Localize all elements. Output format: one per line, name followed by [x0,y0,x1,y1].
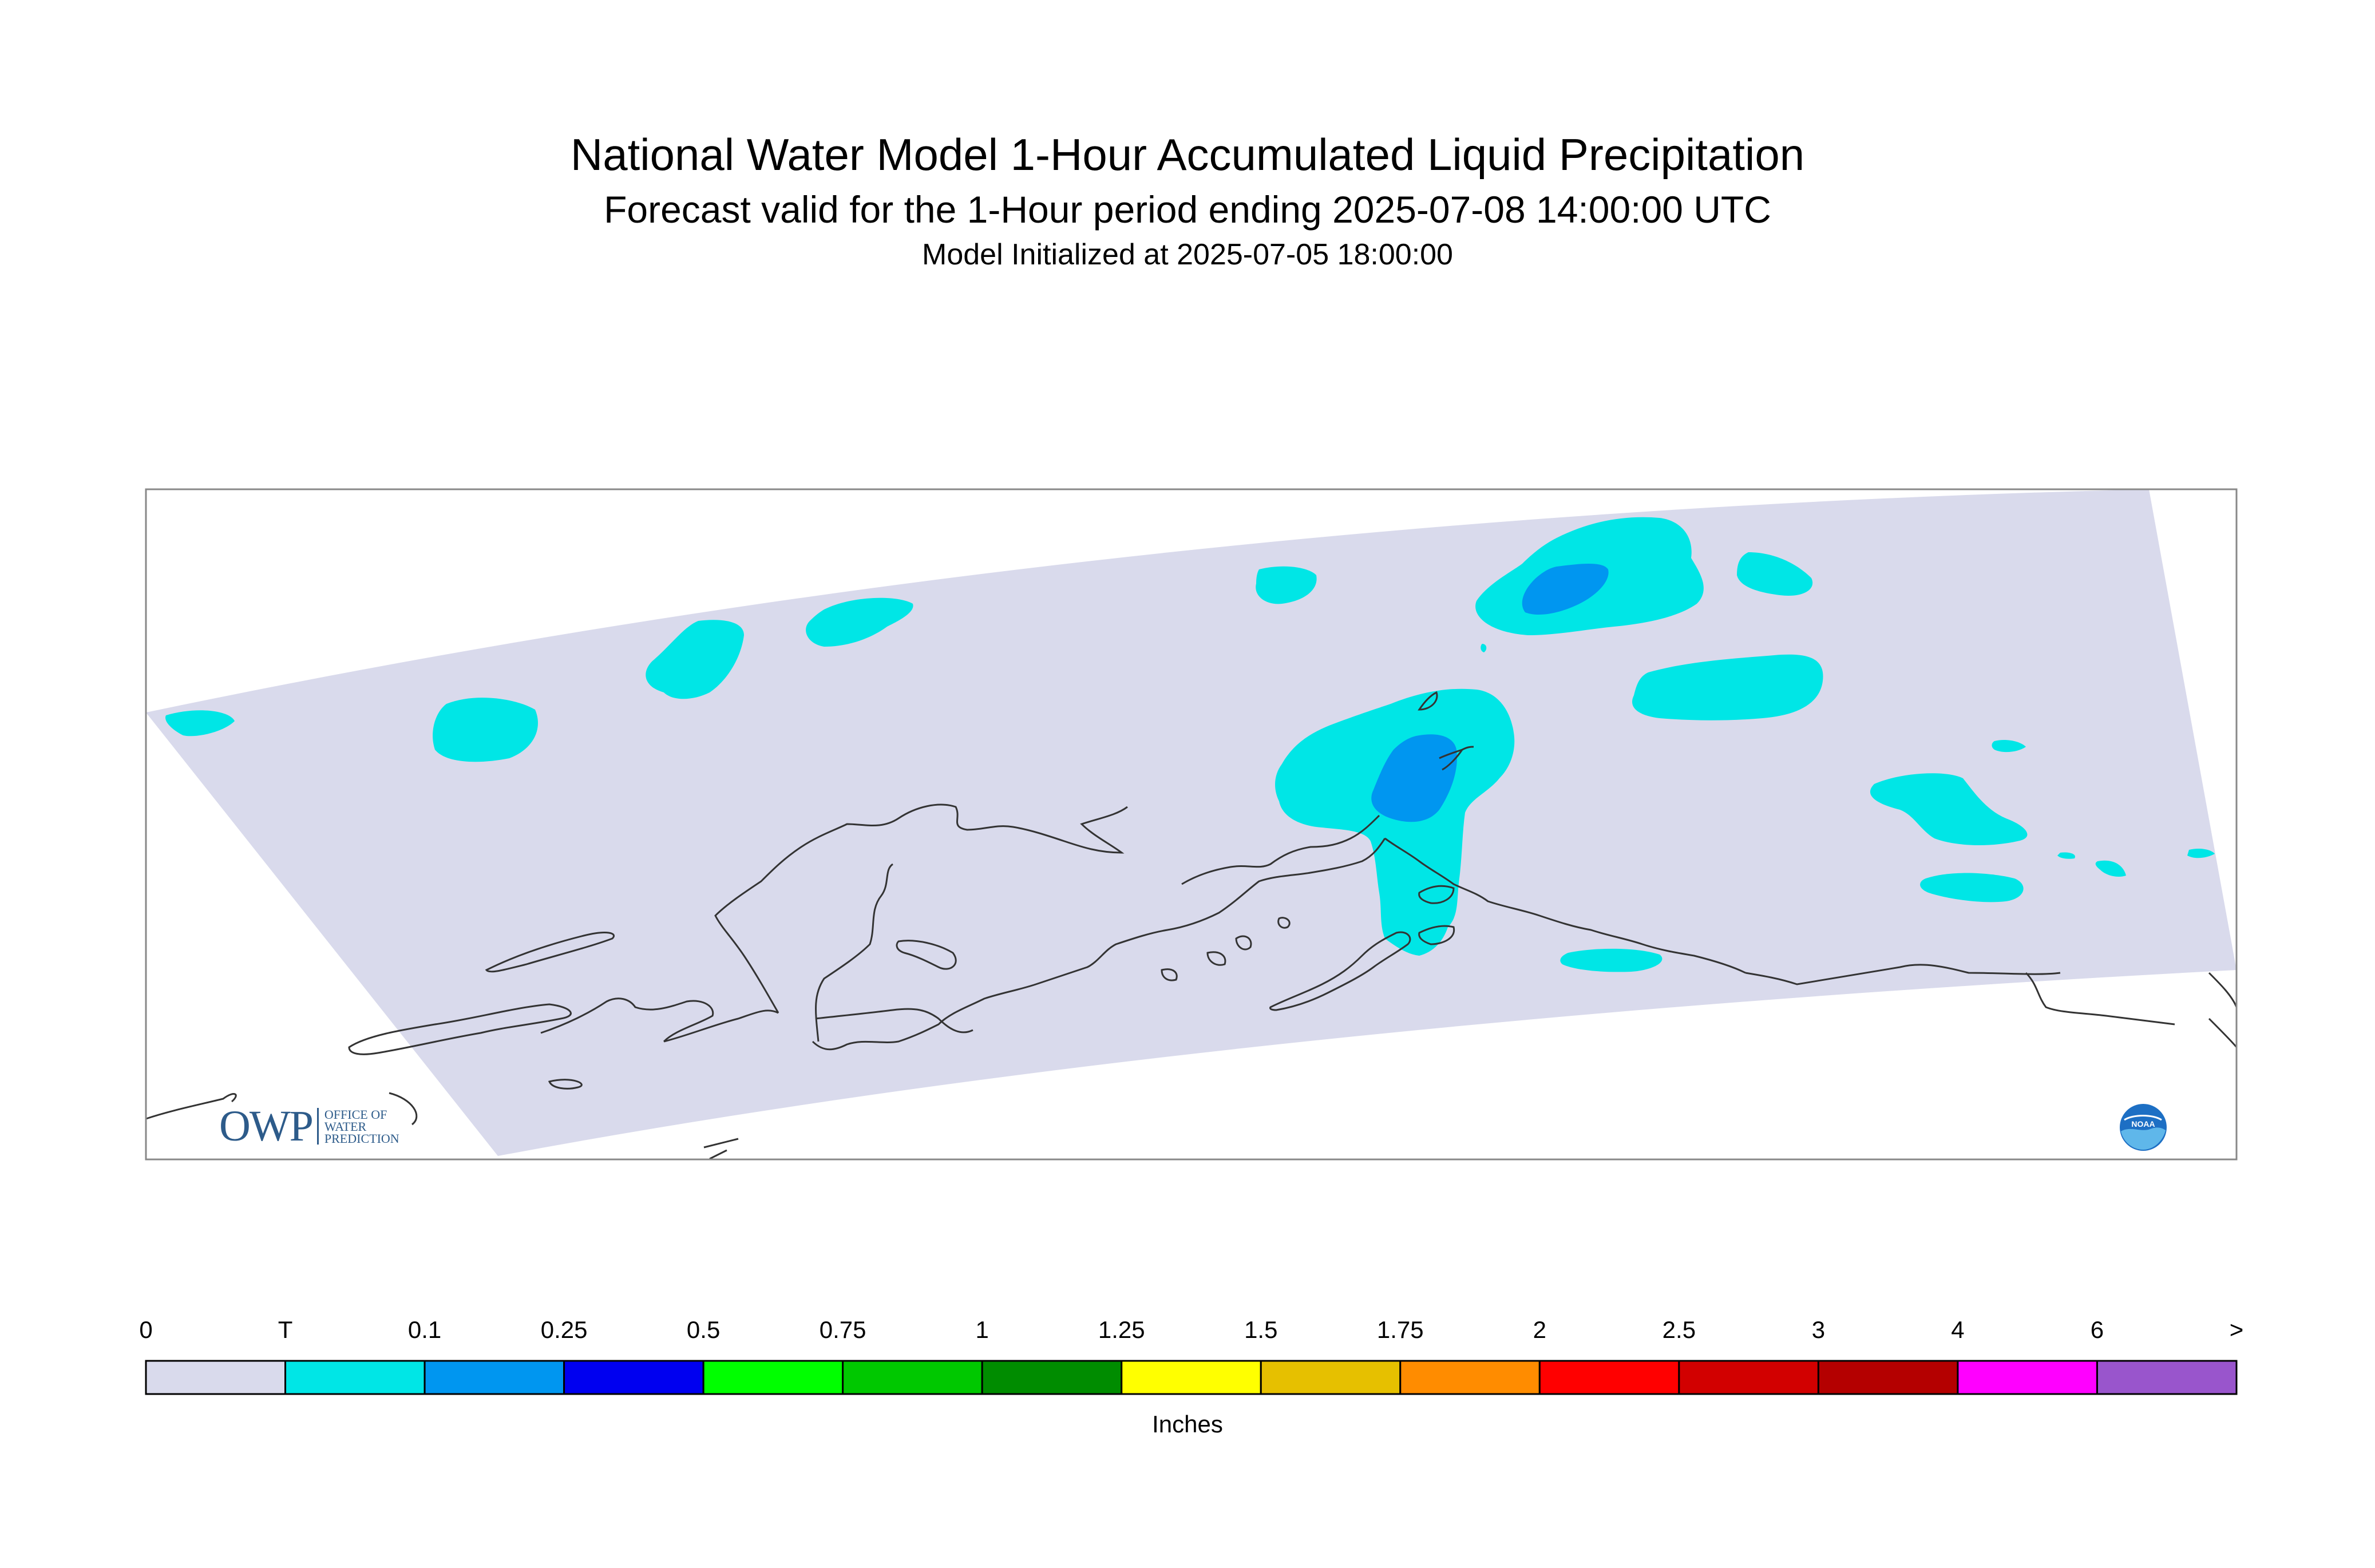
precip-area [2057,852,2075,859]
forecast-valid-subtitle: Forecast valid for the 1-Hour period end… [604,188,1771,231]
legend-swatch [1678,1360,1819,1395]
legend-swatch [2096,1360,2238,1395]
coastline [1462,746,1474,751]
map-title: National Water Model 1-Hour Accumulated … [570,129,1805,180]
legend-label: 1 [975,1316,989,1343]
legend-label: 1.5 [1244,1316,1278,1343]
precip-area [1560,948,1662,972]
precip-area [2095,860,2126,877]
owp-logo-subtext: OFFICE OF WATER PREDICTION [324,1107,399,1146]
legend-label: 6 [2090,1316,2104,1343]
legend-label: 0.25 [540,1316,588,1343]
legend-swatch [284,1360,426,1395]
precip-area [806,597,913,647]
owp-logo-text: OWP [219,1102,314,1150]
precip-area [165,710,235,737]
legend-colorbar [145,1360,2238,1395]
coastline [896,940,957,970]
coastline [1418,885,1455,904]
legend-label: 2.5 [1662,1316,1696,1343]
legend-swatch [981,1360,1123,1395]
coastline [540,997,714,1043]
legend-swatch [1399,1360,1541,1395]
precip-area [2187,848,2215,858]
coastline [812,838,1386,1051]
coastline [348,1003,572,1055]
legend-swatch [702,1360,844,1395]
legend-swatch [145,1360,287,1395]
precip-area [1870,773,2028,845]
legend-label: 0.1 [407,1316,442,1343]
legend-units: Inches [1152,1411,1223,1438]
coastline [1161,968,1178,981]
legend-label: 0.75 [819,1316,866,1343]
coastline [1384,837,1746,974]
legend-swatch [563,1360,704,1395]
coastline [1418,691,1438,711]
legend-label: 0.5 [686,1316,721,1343]
coastline [703,1138,739,1149]
noaa-logo-text: NOAA [2131,1119,2155,1129]
noaa-logo: NOAA [2120,1104,2167,1151]
coastline [2208,1017,2238,1048]
coastline [1235,935,1252,951]
coastline [548,1079,583,1090]
coastline [1181,814,1380,885]
coastline [709,1149,727,1160]
legend-label: 2 [1533,1316,1547,1343]
legend-swatch [1121,1360,1262,1395]
coastline [1277,917,1291,929]
precip-area [1256,566,1317,604]
legend-label: 0 [139,1316,153,1343]
coastline [1418,925,1455,945]
legend-swatch [842,1360,983,1395]
coastline [2208,972,2238,1008]
legend-swatch [423,1360,565,1395]
coastline [389,1092,418,1126]
coastline [663,1009,779,1043]
legend-label: 4 [1951,1316,1965,1343]
precip-area [1522,564,1609,615]
precip-area [1737,552,1813,596]
legend-label: 1.75 [1376,1316,1424,1343]
precip-area [1992,740,2026,753]
precip-area [1481,644,1487,652]
coastline [815,863,893,1042]
model-initialized-subtitle: Model Initialized at 2025-07-05 18:00:00 [922,238,1453,271]
legend-label: T [278,1316,293,1343]
legend-label: > [2229,1316,2244,1343]
coastline [1745,964,2061,985]
legend-label: 1.25 [1098,1316,1145,1343]
legend-swatch [1957,1360,2098,1395]
map-frame [145,488,2238,1161]
coastline [1206,951,1226,966]
coastline [145,1093,237,1120]
coastline [714,803,1128,1013]
precip-area [1632,654,1823,720]
precip-area [646,620,744,699]
coastline [1269,931,1411,1011]
precip-area [1920,873,2024,902]
legend-swatch [1817,1360,1959,1395]
legend-label: 3 [1811,1316,1826,1343]
coastlines [145,691,2238,1160]
coastline [2025,972,2175,1025]
precip-area [433,698,538,762]
coastline [815,1008,973,1034]
coastline [485,932,615,973]
legend-swatch [1538,1360,1680,1395]
legend-swatch [1260,1360,1402,1395]
precip-0-1-areas [1371,564,1609,822]
precip-area [1371,734,1457,822]
owp-logo: OWP OFFICE OF WATER PREDICTION [219,1102,399,1150]
